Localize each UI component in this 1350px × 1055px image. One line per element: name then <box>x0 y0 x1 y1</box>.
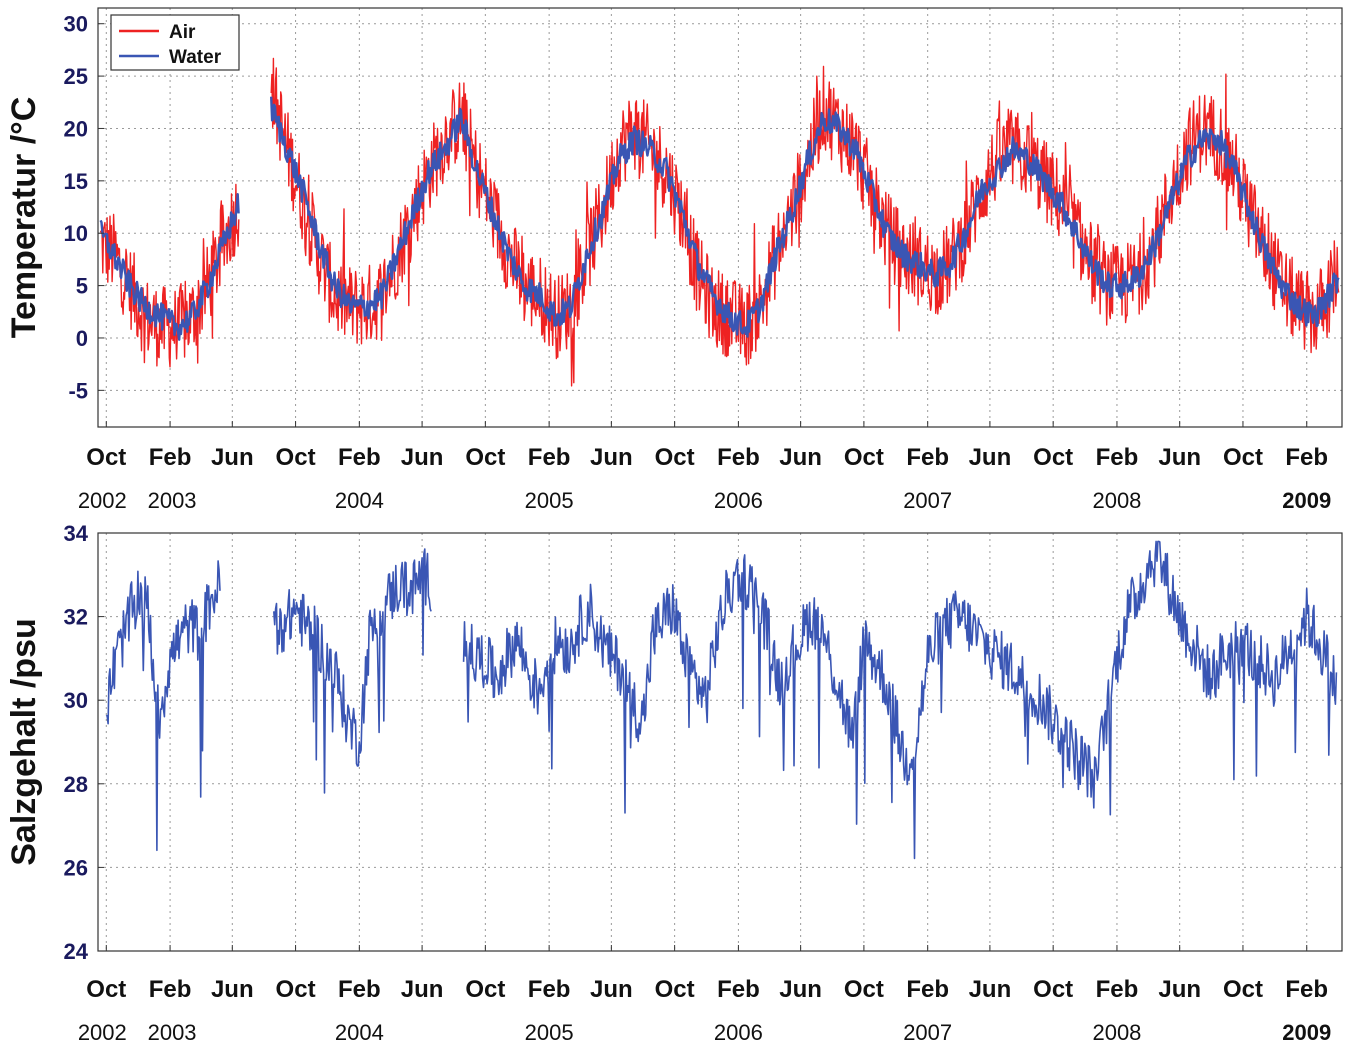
x-tick-label: Feb <box>717 976 760 1003</box>
y-tick-label: 25 <box>64 64 88 89</box>
x-tick-label: Feb <box>1285 444 1328 471</box>
x-tick-label: Feb <box>338 976 381 1003</box>
x-tick-label: Oct <box>276 976 316 1003</box>
y-tick-label: 24 <box>64 939 89 964</box>
x-tick-label: Oct <box>844 976 884 1003</box>
y-tick-label: 28 <box>64 772 88 797</box>
year-label: 2007 <box>903 1020 952 1045</box>
x-tick-label: Feb <box>149 976 192 1003</box>
x-tick-label: Oct <box>465 976 505 1003</box>
year-label: 2008 <box>1092 488 1141 513</box>
x-tick-label: Feb <box>1096 444 1139 471</box>
series-group <box>99 57 1340 387</box>
x-tick-label: Jun <box>779 976 822 1003</box>
x-tick-label: Oct <box>86 976 126 1003</box>
x-tick-label: Oct <box>86 444 126 471</box>
y-axis-label: Salzgehalt /psu <box>5 618 43 866</box>
legend-label-water: Water <box>169 47 222 68</box>
x-tick-label: Jun <box>969 444 1012 471</box>
y-tick-label: 10 <box>64 221 88 246</box>
x-tick-label: Feb <box>717 444 760 471</box>
x-tick-label: Feb <box>528 444 571 471</box>
year-label: 2005 <box>525 488 574 513</box>
year-label: 2004 <box>335 1020 384 1045</box>
year-label: 2002 <box>78 1020 127 1045</box>
y-tick-label: 5 <box>76 274 88 299</box>
year-label: 2003 <box>148 1020 197 1045</box>
y-tick-label: 30 <box>64 12 88 37</box>
x-tick-label: Oct <box>1033 444 1073 471</box>
year-label: 2009 <box>1282 1020 1331 1045</box>
x-tick-label: Oct <box>276 444 316 471</box>
x-tick-label: Oct <box>655 444 695 471</box>
water-series-line <box>270 96 1340 338</box>
x-tick-label: Jun <box>401 444 444 471</box>
x-tick-label: Feb <box>1096 976 1139 1003</box>
year-label: 2004 <box>335 488 384 513</box>
legend-label-air: Air <box>169 22 196 43</box>
x-tick-label: Jun <box>211 444 254 471</box>
series-group <box>105 540 1338 860</box>
y-tick-label: 34 <box>64 521 89 546</box>
x-tick-label: Jun <box>401 976 444 1003</box>
x-tick-label: Feb <box>338 444 381 471</box>
year-label: 2003 <box>148 488 197 513</box>
x-tick-label: Oct <box>1223 976 1263 1003</box>
y-tick-label: 30 <box>64 688 88 713</box>
axis-frame <box>97 7 1343 428</box>
x-tick-label: Feb <box>906 444 949 471</box>
year-label: 2009 <box>1282 488 1331 513</box>
x-tick-label: Oct <box>1033 976 1073 1003</box>
x-tick-label: Jun <box>590 976 633 1003</box>
x-tick-label: Feb <box>906 976 949 1003</box>
x-tick-label: Jun <box>590 444 633 471</box>
y-axis-label: Temperatur /°C <box>5 97 43 339</box>
x-tick-label: Jun <box>1158 976 1201 1003</box>
y-tick-label: 0 <box>76 326 88 351</box>
x-tick-label: Feb <box>1285 976 1328 1003</box>
x-tick-label: Feb <box>149 444 192 471</box>
y-tick-label: 32 <box>64 605 88 630</box>
year-label: 2002 <box>78 488 127 513</box>
x-tick-label: Oct <box>655 976 695 1003</box>
y-tick-label: 26 <box>64 855 88 880</box>
axis-frame <box>97 532 1343 952</box>
legend-box <box>110 14 240 71</box>
x-tick-label: Oct <box>1223 444 1263 471</box>
salinity-series-line <box>105 560 221 852</box>
year-label: 2008 <box>1092 1020 1141 1045</box>
year-label: 2006 <box>714 1020 763 1045</box>
y-tick-label: -5 <box>68 378 88 403</box>
x-tick-label: Oct <box>465 444 505 471</box>
air-series-line <box>99 183 240 368</box>
salinity-panel: 34 32 30 28 26 24 Oct Feb Jun Oct Feb Jun Oct Feb Jun O… <box>5 521 1343 1045</box>
x-tick-label: Jun <box>969 976 1012 1003</box>
temperature-panel: 30 25 20 15 10 5 0 -5 Oct Feb Jun Oct Feb Jun Oct Feb Ju… <box>5 7 1343 513</box>
x-tick-label: Jun <box>211 976 254 1003</box>
x-tick-label: Feb <box>528 976 571 1003</box>
x-tick-label: Jun <box>1158 444 1201 471</box>
salinity-series-line <box>273 548 432 794</box>
y-tick-label: 20 <box>64 116 88 141</box>
year-label: 2005 <box>525 1020 574 1045</box>
salinity-series-line <box>462 540 1338 860</box>
year-label: 2007 <box>903 488 952 513</box>
x-tick-label: Jun <box>779 444 822 471</box>
x-tick-label: Oct <box>844 444 884 471</box>
year-label: 2006 <box>714 488 763 513</box>
legend: Air Water <box>110 14 240 71</box>
water-series-line <box>99 193 240 341</box>
y-tick-label: 15 <box>64 169 88 194</box>
